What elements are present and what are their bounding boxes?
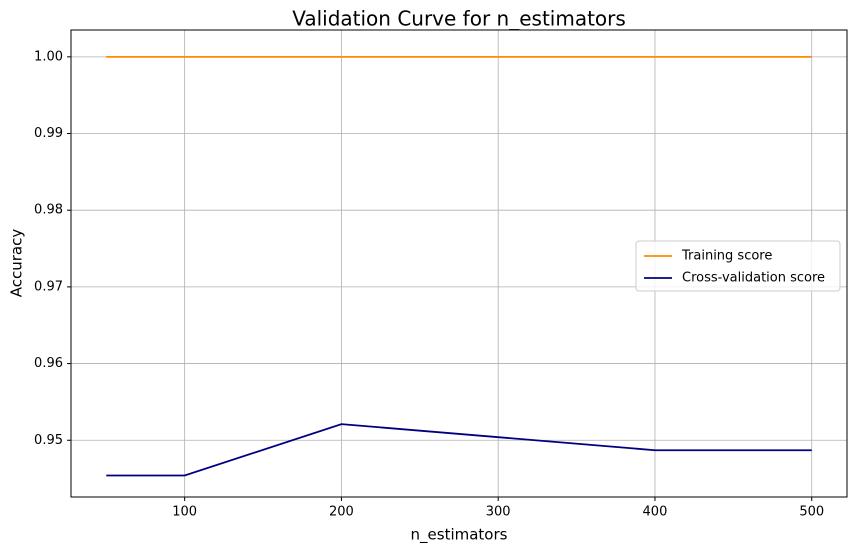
y-tick-label: 0.95 [34, 433, 63, 448]
series-line [106, 423, 812, 477]
legend-label: Training score [681, 249, 772, 264]
legend-label: Cross-validation score [682, 271, 825, 286]
x-tick-label: 400 [643, 505, 668, 520]
y-tick-label: 0.99 [34, 126, 63, 141]
x-tick-label: 200 [329, 505, 354, 520]
x-tick-label: 500 [799, 505, 824, 520]
y-tick-label: 0.98 [34, 203, 63, 218]
chart-title: Validation Curve for n_estimators [292, 7, 626, 31]
y-axis-label: Accuracy [8, 229, 26, 298]
x-axis-label: n_estimators [411, 526, 508, 545]
legend-box [635, 240, 841, 292]
y-tick-label: 0.96 [34, 356, 63, 371]
legend: Training score Cross-validation score [635, 240, 841, 292]
x-tick-label: 300 [486, 505, 511, 520]
y-tick-label: 1.00 [34, 49, 63, 64]
y-tick-label: 0.97 [34, 279, 63, 294]
x-tick-label: 100 [172, 505, 197, 520]
plot-frame [70, 29, 848, 498]
